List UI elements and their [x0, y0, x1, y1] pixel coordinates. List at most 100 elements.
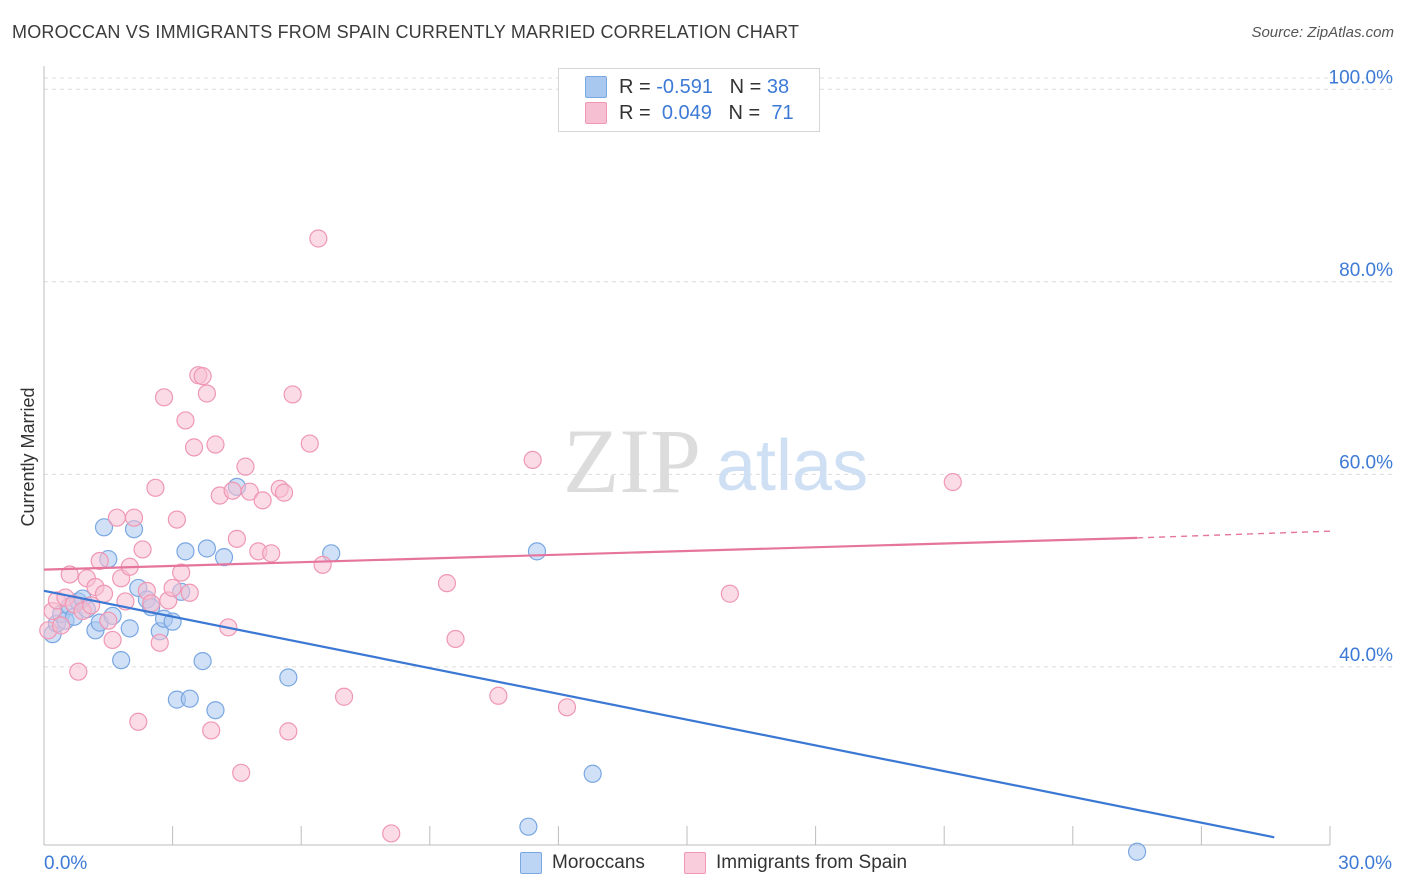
legend-item-spain: Immigrants from Spain	[684, 852, 907, 874]
spain-point	[103, 630, 122, 650]
spain-point	[437, 574, 457, 593]
y-tick-label: 60.0%	[1339, 452, 1393, 473]
n-value: 38	[766, 75, 790, 98]
spain-point	[274, 483, 294, 502]
moroccan-point	[94, 518, 114, 537]
spain-point	[69, 662, 88, 681]
moroccan-point	[279, 668, 298, 687]
moroccan-point	[1127, 842, 1147, 861]
r-label: R =	[619, 101, 651, 124]
chart-title: MOROCCAN VS IMMIGRANTS FROM SPAIN CURREN…	[12, 22, 800, 42]
spain-point	[180, 583, 199, 602]
spain-point	[382, 824, 401, 843]
moroccan-trend-line	[43, 589, 1275, 839]
moroccan-point	[206, 701, 225, 720]
data-points	[39, 229, 1147, 861]
spain-point	[163, 578, 182, 598]
moroccan-point	[112, 651, 131, 670]
spain-point	[133, 540, 152, 559]
legend-item-moroccans: Moroccans	[520, 852, 645, 874]
spain-point	[334, 687, 354, 706]
moroccan-point	[120, 619, 139, 638]
spain-trend-extension	[1137, 530, 1331, 539]
axes	[43, 66, 1331, 846]
spain-point	[206, 435, 225, 454]
source-label: Source: ZipAtlas.com	[1251, 24, 1394, 41]
spain-point	[90, 551, 109, 571]
spain-point	[99, 611, 118, 630]
stats-row-moroccans: R = -0.591 N = 38	[585, 73, 789, 101]
n-label: N =	[728, 101, 761, 124]
x-tick-label: 0.0%	[44, 853, 87, 874]
spain-point	[557, 698, 577, 717]
moroccan-point	[193, 652, 212, 671]
moroccan-point	[197, 539, 216, 558]
spain-point	[124, 508, 144, 527]
spain-point	[309, 229, 328, 248]
spain-point	[94, 584, 114, 603]
spain-point	[154, 388, 174, 407]
spain-point	[943, 472, 962, 492]
spain-point	[60, 565, 79, 584]
spain-point	[720, 584, 739, 603]
spain-point	[107, 508, 126, 527]
watermark-atlas: atlas	[716, 426, 868, 506]
spain-point	[146, 478, 165, 497]
y-tick-labels: 40.0% 60.0% 80.0% 100.0%	[1329, 67, 1394, 666]
legend-label-spain: Immigrants from Spain	[716, 852, 908, 873]
y-tick-label: 40.0%	[1339, 645, 1393, 666]
spain-point	[167, 510, 186, 529]
r-value: -0.591	[656, 75, 713, 98]
moroccan-point	[214, 548, 234, 567]
x-tick-label: 30.0%	[1338, 853, 1392, 874]
moroccan-point	[519, 817, 538, 836]
stats-row-spain: R = 0.049 N = 71	[585, 99, 794, 127]
legend-label-moroccans: Moroccans	[552, 852, 645, 873]
spain-point	[232, 763, 251, 782]
y-tick-label: 100.0%	[1329, 67, 1394, 88]
moroccan-point	[527, 542, 547, 561]
stats-legend: R = -0.591 N = 38 R = 0.049 N = 71	[558, 68, 820, 132]
spain-point	[193, 367, 212, 386]
y-tick-label: 80.0%	[1339, 260, 1393, 281]
series-legend: Moroccans Immigrants from Spain	[0, 850, 1406, 880]
r-label: R =	[619, 75, 651, 98]
spain-point	[176, 411, 195, 430]
spain-point	[300, 434, 319, 453]
y-axis-label: Currently Married	[18, 387, 38, 526]
trend-lines	[43, 530, 1331, 839]
legend-swatch-moroccans	[520, 852, 542, 874]
spain-swatch	[585, 102, 607, 124]
spain-point	[262, 544, 281, 563]
gridlines	[44, 77, 1392, 668]
spain-point	[142, 594, 161, 613]
watermark: ZIP atlas	[563, 410, 868, 512]
spain-point	[129, 712, 148, 731]
moroccans-swatch	[585, 76, 607, 98]
r-value: 0.049	[661, 101, 712, 124]
legend-swatch-spain	[684, 852, 706, 874]
spain-point	[446, 629, 465, 649]
spain-point	[52, 616, 71, 635]
spain-point	[279, 722, 298, 741]
spain-point	[523, 450, 542, 470]
spain-point	[150, 633, 169, 652]
moroccan-point	[583, 764, 602, 783]
spain-point	[227, 529, 246, 548]
spain-point	[172, 563, 191, 582]
spain-point	[223, 481, 242, 500]
spain-point	[202, 721, 221, 740]
spain-point	[197, 384, 216, 403]
watermark-zip: ZIP	[563, 410, 701, 512]
spain-trend-line	[43, 536, 1138, 571]
spain-point	[313, 555, 332, 574]
n-value: 71	[771, 101, 794, 124]
spain-point	[240, 482, 259, 501]
spain-point	[236, 457, 255, 476]
moroccan-point	[176, 542, 195, 561]
spain-point	[253, 491, 272, 510]
spain-point	[184, 438, 204, 457]
moroccan-point	[180, 689, 199, 708]
x-tick-labels: 0.0% 30.0%	[44, 853, 1392, 874]
